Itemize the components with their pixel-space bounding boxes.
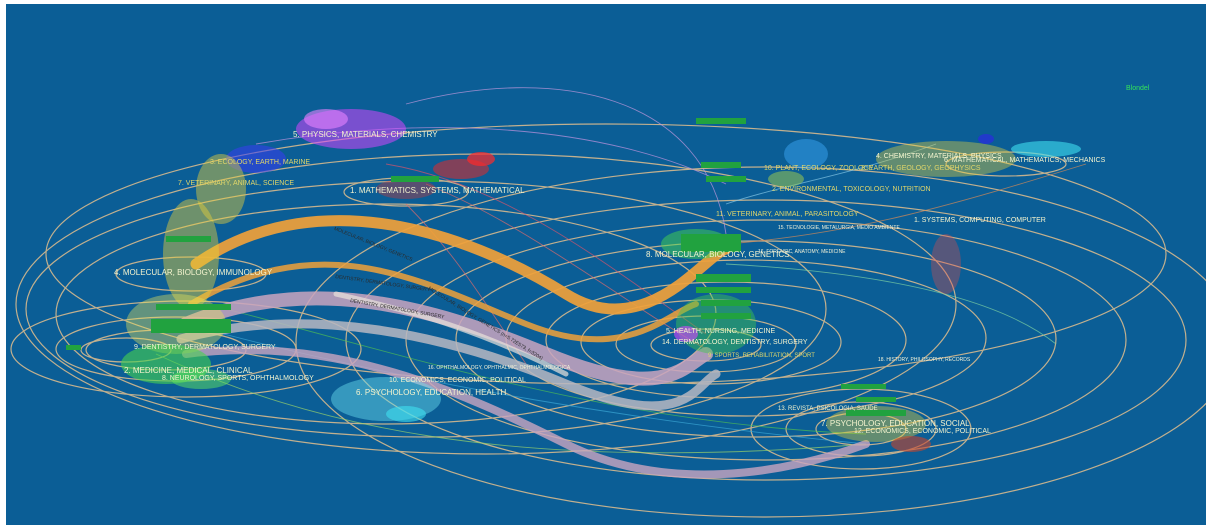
node-label[interactable]: 4. CHEMISTRY, MATERIALS, PHYSICS <box>876 153 1002 160</box>
node-label[interactable]: 8. MOLECULAR, BIOLOGY, GENETICS <box>646 250 790 259</box>
node-label[interactable]: 1. SYSTEMS, COMPUTING, COMPUTER <box>914 217 1046 224</box>
node-label[interactable]: 6. MATHEMATICAL, MATHEMATICS, MECHANICS <box>944 157 1106 164</box>
node-label[interactable]: 10. PLANT, ECOLOGY, ZOOLOGY <box>764 165 874 172</box>
node-label[interactable]: 16. FORENSIC, ANATOMY, MEDICINE <box>758 249 846 255</box>
node-label[interactable]: 6. PSYCHOLOGY, EDUCATION, HEALTH <box>356 388 507 397</box>
node-label[interactable]: 11. VETERINARY, ANIMAL, PARASITOLOGY <box>716 211 859 218</box>
node-label[interactable]: 16. OPHTHALMOLOGY, OPHTHALMIC, OPHTHALMO… <box>428 365 571 371</box>
node-label[interactable]: 2. ENVIRONMENTAL, TOXICOLOGY, NUTRITION <box>772 186 931 193</box>
point-cloud-right <box>661 134 1081 452</box>
node-badges <box>66 118 906 416</box>
node-label[interactable]: 15. TECNOLOGIE, METALURGIA, MEDIO AMBIEN… <box>778 225 900 231</box>
node-label[interactable]: 5. HEALTH, NURSING, MEDICINE <box>666 328 776 335</box>
legend-blondel: Blondel <box>1126 85 1150 92</box>
node-label[interactable]: 7. VETERINARY, ANIMAL, SCIENCE <box>178 180 295 187</box>
node-label[interactable]: 1. MATHEMATICS, SYSTEMS, MATHEMATICAL <box>350 186 525 195</box>
flow-ribbons <box>176 215 870 479</box>
node-label[interactable]: 9. DENTISTRY, DERMATOLOGY, SURGERY <box>134 344 276 351</box>
node-label[interactable]: 2. MEDICINE, MEDICAL, CLINICAL <box>124 366 253 375</box>
node-label[interactable]: 4. MOLECULAR, BIOLOGY, IMMUNOLOGY <box>114 268 273 277</box>
node-label[interactable]: 3. EARTH, GEOLOGY, GEOPHYSICS <box>861 165 981 172</box>
node-label[interactable]: 7. PSYCHOLOGY, EDUCATION, SOCIAL <box>821 419 970 428</box>
node-label[interactable]: 8. NEUROLOGY, SPORTS, OPHTHALMOLOGY <box>162 375 314 382</box>
node-label[interactable]: 13. REVISTA, PSICOLOGIA, SAUDE <box>778 406 878 412</box>
node-label[interactable]: 5. PHYSICS, MATERIALS, CHEMISTRY <box>293 130 438 139</box>
overlay-map-canvas[interactable]: Blondel 5. PHYSICS, MATERIALS, CHEMISTRY… <box>6 4 1206 525</box>
node-label[interactable]: 9. SPORTS, REHABILITATION, SPORT <box>708 353 815 359</box>
node-label[interactable]: 14. DERMATOLOGY, DENTISTRY, SURGERY <box>662 339 808 346</box>
node-label[interactable]: 12. ECONOMICS, ECONOMIC, POLITICAL <box>854 428 991 435</box>
node-label[interactable]: 18. HISTORY, PHILOSOPHY, RECORDS <box>878 357 971 363</box>
node-label[interactable]: 3. ECOLOGY, EARTH, MARINE <box>210 159 311 166</box>
overlay-map-svg <box>10 87 1206 518</box>
node-label[interactable]: 10. ECONOMICS, ECONOMIC, POLITICAL <box>389 377 526 384</box>
